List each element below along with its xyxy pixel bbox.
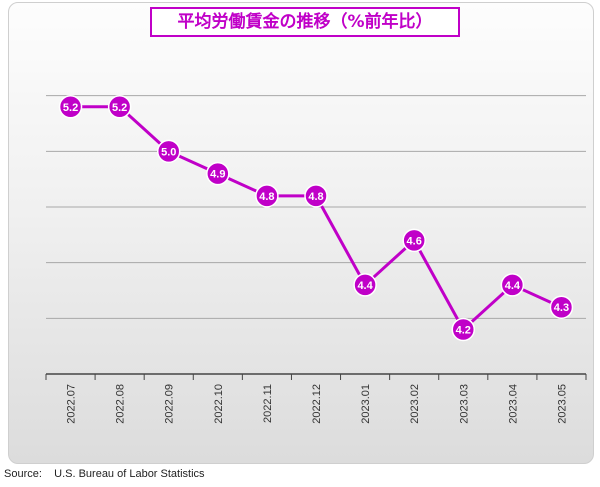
x-tick-label: 2022.12: [311, 384, 323, 424]
data-label: 4.4: [505, 280, 521, 292]
data-point: [304, 184, 328, 208]
x-tick-label: 2022.08: [115, 384, 127, 424]
data-point: [549, 295, 574, 319]
data-point: [58, 95, 83, 119]
x-tick-label: 2022.10: [213, 384, 225, 424]
data-label: 4.3: [554, 302, 569, 314]
data-label: 4.2: [456, 324, 471, 336]
x-tick-label: 2023.04: [507, 384, 519, 424]
x-tick-label: 2022.11: [262, 384, 274, 423]
data-label: 5.2: [63, 102, 78, 114]
data-label: 4.8: [308, 191, 323, 203]
data-label: 4.4: [357, 280, 373, 292]
data-point: [206, 161, 230, 186]
x-tick-label: 2022.09: [164, 384, 176, 424]
x-tick-label: 2023.03: [458, 384, 470, 424]
data-point: [451, 317, 476, 342]
data-point: [255, 184, 279, 208]
data-point: [156, 139, 181, 164]
data-label: 4.8: [259, 191, 274, 203]
data-label: 5.2: [112, 102, 127, 114]
x-tick-label: 2023.01: [360, 384, 372, 424]
source-note: Source: U.S. Bureau of Labor Statistics: [4, 468, 205, 480]
data-label: 4.6: [407, 235, 422, 247]
chart-title: 平均労働賃金の推移（%前年比）: [150, 7, 460, 37]
x-tick-label: 2023.02: [409, 384, 421, 424]
data-point: [107, 95, 132, 119]
data-label: 5.0: [161, 146, 176, 158]
data-label: 4.9: [210, 169, 225, 181]
data-point: [402, 228, 426, 253]
x-tick-label: 2023.05: [556, 384, 568, 424]
data-point: [353, 273, 377, 297]
x-tick-label: 2022.07: [66, 384, 78, 424]
data-point: [500, 273, 525, 297]
chart-panel: [8, 2, 594, 464]
series-line: [70, 105, 563, 331]
